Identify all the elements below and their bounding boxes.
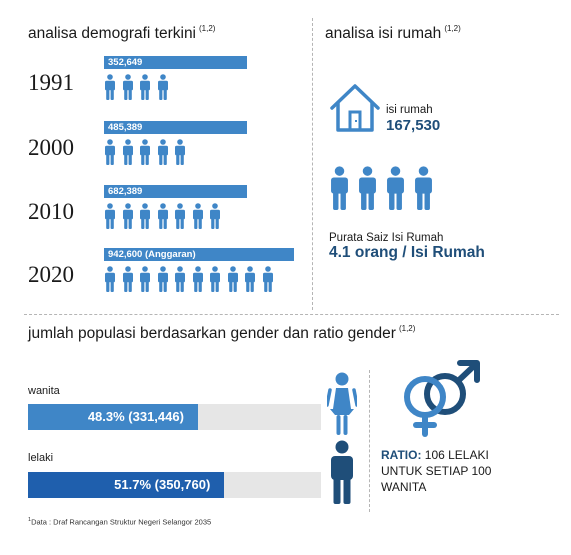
- population-bar: 352,649: [104, 56, 247, 69]
- isi-rumah-title-text: analisa isi rumah: [325, 25, 442, 42]
- wanita-value: 48.3% (331,446): [87, 409, 184, 424]
- person-icon: [105, 266, 115, 292]
- population-people: [104, 266, 274, 292]
- person-icon: [175, 203, 185, 229]
- population-people: [104, 139, 186, 165]
- lelaki-label: lelaki: [28, 452, 54, 464]
- person-icon: [157, 203, 168, 229]
- ratio-body: 106 LELAKI UNTUK SETIAP 100 WANITA: [381, 448, 492, 494]
- gender-symbols-icon: [404, 360, 480, 437]
- vertical-divider: [312, 18, 313, 310]
- year-label: 2000: [28, 135, 74, 160]
- isi-rumah-title: analisa isi rumah (1,2): [325, 24, 461, 43]
- population-people: [104, 203, 221, 229]
- person-icon: [105, 139, 115, 165]
- population-people: [104, 74, 169, 100]
- person-icon: [105, 74, 115, 100]
- person-icon: [157, 266, 168, 292]
- person-icon: [262, 266, 273, 292]
- gender-superscript: (1,2): [398, 324, 416, 333]
- lelaki-bar-fill: 51.7% (350,760): [28, 472, 225, 498]
- person-icon: [122, 74, 133, 100]
- wanita-bar-fill: 48.3% (331,446): [28, 404, 198, 430]
- avg-household-value: 4.1 orang / Isi Rumah: [329, 244, 485, 261]
- population-bar: 485,389: [104, 121, 247, 134]
- wanita-bar-track: 48.3% (331,446): [28, 404, 321, 430]
- wanita-label: wanita: [28, 385, 60, 397]
- footnote: 1Data : Draf Rancangan Struktur Negeri S…: [28, 517, 211, 527]
- person-icon: [227, 266, 238, 292]
- lelaki-bar-track: 51.7% (350,760): [28, 472, 321, 498]
- person-icon: [157, 74, 168, 100]
- population-bar: 942,600 (Anggaran): [104, 248, 294, 261]
- male-icon: [331, 440, 353, 504]
- demografi-superscript: (1,2): [199, 24, 216, 33]
- person-icon: [331, 166, 348, 210]
- person-icon: [140, 266, 150, 292]
- avg-household-label: Purata Saiz Isi Rumah: [329, 232, 444, 244]
- household-people: [329, 166, 434, 210]
- year-label: 2010: [28, 199, 74, 224]
- person-icon: [140, 139, 150, 165]
- female-icon: [327, 372, 357, 435]
- person-icon: [122, 203, 133, 229]
- isi-rumah-superscript: (1,2): [444, 24, 461, 33]
- person-icon: [175, 266, 185, 292]
- person-icon: [140, 203, 150, 229]
- house-icon: [330, 84, 380, 132]
- demografi-title: analisa demografi terkini (1,2): [28, 24, 215, 43]
- gender-title-text: jumlah populasi berdasarkan gender dan r…: [28, 325, 396, 342]
- person-icon: [210, 203, 220, 229]
- demografi-title-text: analisa demografi terkini: [28, 25, 197, 42]
- gender-divider: [369, 370, 370, 512]
- person-icon: [210, 266, 220, 292]
- person-icon: [122, 266, 133, 292]
- ratio-prefix: RATIO:: [381, 448, 422, 462]
- footnote-text: Data : Draf Rancangan Struktur Negeri Se…: [31, 517, 212, 527]
- person-icon: [192, 203, 203, 229]
- gender-title: jumlah populasi berdasarkan gender dan r…: [28, 324, 415, 343]
- person-icon: [359, 166, 376, 210]
- person-icon: [122, 139, 133, 165]
- person-icon: [245, 266, 255, 292]
- person-icon: [415, 166, 432, 210]
- gender-ratio-text: RATIO: 106 LELAKI UNTUK SETIAP 100 WANIT…: [381, 447, 531, 495]
- person-icon: [140, 74, 150, 100]
- year-label: 2020: [28, 262, 74, 287]
- house-value: 167,530: [386, 117, 441, 134]
- person-icon: [175, 139, 185, 165]
- footnote-marker: 1: [28, 517, 32, 523]
- year-label: 1991: [28, 70, 74, 95]
- person-icon: [105, 203, 115, 229]
- house-label: isi rumah: [386, 104, 433, 116]
- population-bar: 682,389: [104, 185, 247, 198]
- horizontal-divider: [24, 314, 559, 315]
- person-icon: [192, 266, 203, 292]
- person-icon: [157, 139, 168, 165]
- lelaki-value: 51.7% (350,760): [114, 477, 211, 492]
- person-icon: [387, 166, 404, 210]
